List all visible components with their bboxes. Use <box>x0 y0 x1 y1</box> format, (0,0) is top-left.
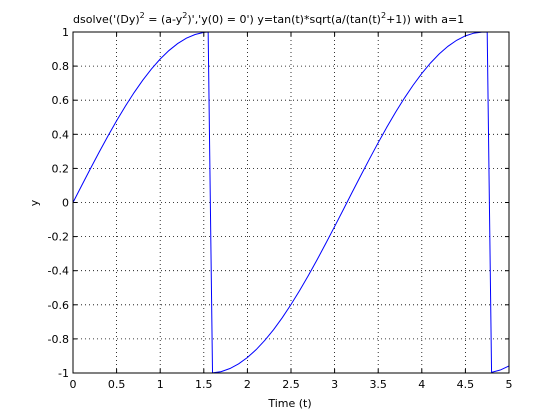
x-tick-label: 4 <box>418 378 425 391</box>
plot-area: 0 0.5 1 1.5 2 2.5 3 3.5 4 4.5 5 -1 -0.8 -0.6 -0.4 -0.2 0… <box>48 26 513 391</box>
y-tick-label: 1 <box>62 26 69 39</box>
series-line <box>72 31 510 374</box>
x-tick-label: 2 <box>244 378 251 391</box>
y-tick-label: -0.8 <box>48 333 69 346</box>
y-tick-label: 0.6 <box>52 94 70 107</box>
x-tick-label: 5 <box>506 378 513 391</box>
y-tick-label: -1 <box>58 367 69 380</box>
y-tick-label: 0.4 <box>52 128 70 141</box>
y-axis-label: y <box>28 199 41 206</box>
x-tick-label: 0 <box>70 378 77 391</box>
y-tick-label: -0.2 <box>48 231 69 244</box>
y-tick-label: 0.8 <box>52 60 70 73</box>
x-tick-label: 3.5 <box>369 378 387 391</box>
y-tick-label: -0.4 <box>48 265 69 278</box>
y-tick-label: 0 <box>62 197 69 210</box>
x-tick-label: 2.5 <box>282 378 300 391</box>
y-tick-label: 0.2 <box>52 162 70 175</box>
x-tick-label: 0.5 <box>108 378 126 391</box>
x-tick-label: 1.5 <box>195 378 213 391</box>
x-axis-label: Time (t) <box>267 397 311 410</box>
x-tick-label: 4.5 <box>457 378 475 391</box>
axes-background <box>73 32 509 373</box>
y-tick-label: -0.6 <box>48 299 69 312</box>
chart-title: dsolve('(Dy)2 = (a-y2)','y(0) = 0') y=ta… <box>73 11 464 26</box>
x-tick-label: 1 <box>157 378 164 391</box>
x-tick-label: 3 <box>331 378 338 391</box>
